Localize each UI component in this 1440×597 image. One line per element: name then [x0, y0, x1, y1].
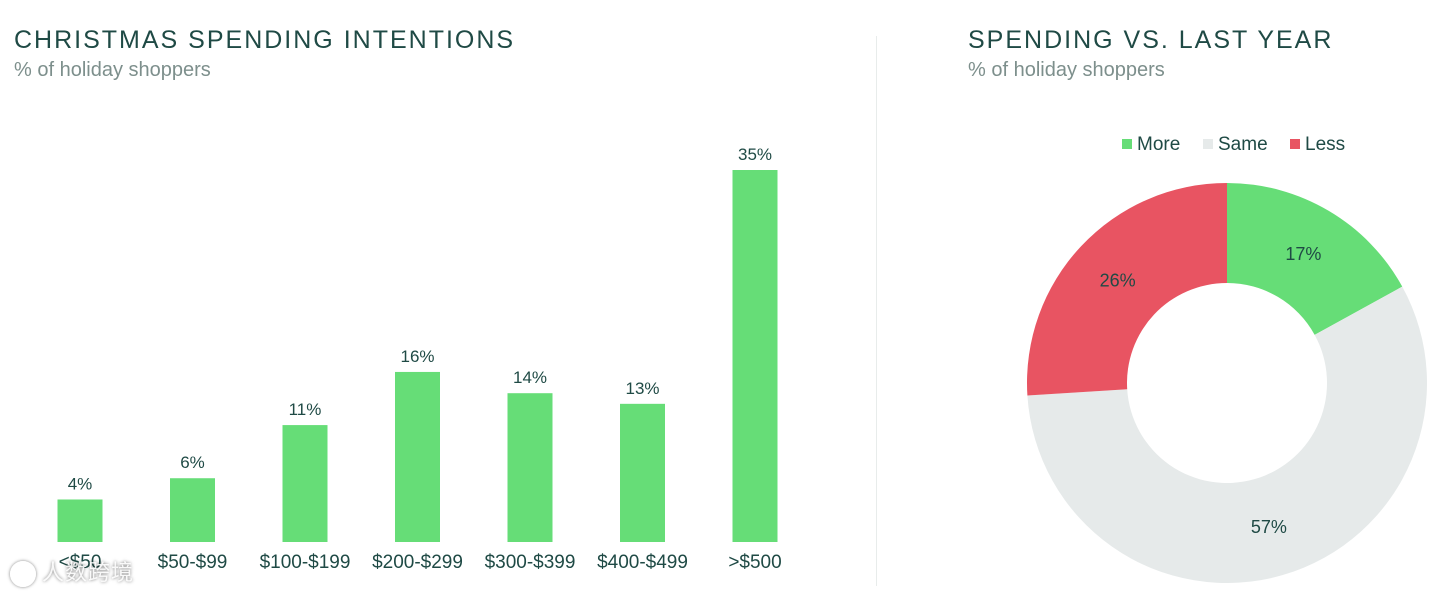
x-tick-label: $200-$299 — [372, 552, 463, 573]
donut-slice-label: 26% — [1100, 270, 1136, 290]
panel-divider — [876, 36, 877, 586]
legend-swatch-same — [1203, 139, 1213, 149]
legend-swatch-less — [1290, 139, 1300, 149]
watermark-logo-icon — [10, 561, 36, 588]
donut-chart-title: SPENDING VS. LAST YEAR — [968, 26, 1334, 54]
bar-6 — [732, 170, 778, 542]
donut-chart-subtitle: % of holiday shoppers — [968, 59, 1165, 81]
donut-slice-more — [1227, 182, 1403, 335]
donut-slice-label: 57% — [1251, 517, 1287, 537]
x-tick-label: $100-$199 — [260, 552, 351, 573]
legend-label: More — [1137, 134, 1180, 155]
bar-value-label: 6% — [180, 453, 205, 472]
bar-value-label: 35% — [738, 145, 772, 164]
x-tick-label: <$50 — [59, 552, 102, 573]
watermark-text: 人数跨境 — [42, 560, 135, 585]
bar-0 — [57, 499, 103, 542]
bar-chart: 4% <$50 6% $50-$99 11% $100-$199 16% $200-$299 1… — [57, 145, 782, 573]
bar-2 — [282, 425, 328, 542]
bar-5 — [620, 403, 665, 542]
bar-1 — [170, 478, 215, 542]
x-tick-label: $400-$499 — [597, 552, 688, 573]
bar-value-label: 16% — [400, 347, 434, 366]
bar-chart-subtitle: % of holiday shoppers — [14, 59, 211, 81]
bar-3 — [395, 371, 440, 542]
bar-value-label: 14% — [513, 368, 547, 387]
x-tick-label: $50-$99 — [158, 552, 228, 573]
bar-value-label: 13% — [625, 379, 659, 398]
x-tick-label: >$500 — [728, 552, 781, 573]
bar-chart-title: CHRISTMAS SPENDING INTENTIONS — [14, 26, 516, 54]
bar-value-label: 4% — [68, 474, 93, 493]
legend-label: Less — [1305, 134, 1345, 155]
donut-slice-label: 17% — [1285, 244, 1321, 264]
watermark: 人数跨境 — [10, 555, 135, 588]
legend-label: Same — [1218, 134, 1268, 155]
bar-value-label: 11% — [289, 400, 322, 419]
x-tick-label: $300-$399 — [485, 552, 576, 573]
donut-slice-less — [1027, 183, 1227, 396]
legend-swatch-more — [1122, 139, 1132, 149]
bar-4 — [507, 393, 553, 542]
donut-slice-same — [1027, 286, 1427, 583]
